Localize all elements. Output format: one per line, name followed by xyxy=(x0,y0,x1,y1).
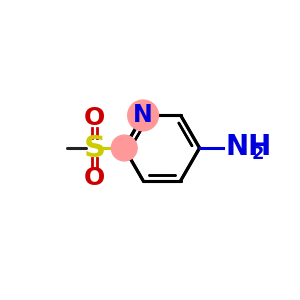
Text: 2: 2 xyxy=(252,145,265,163)
Text: NH: NH xyxy=(225,133,272,161)
Circle shape xyxy=(111,135,137,161)
Text: O: O xyxy=(84,166,105,190)
Text: O: O xyxy=(84,106,105,130)
Circle shape xyxy=(128,100,158,131)
Text: S: S xyxy=(83,134,106,163)
Text: N: N xyxy=(133,103,153,127)
